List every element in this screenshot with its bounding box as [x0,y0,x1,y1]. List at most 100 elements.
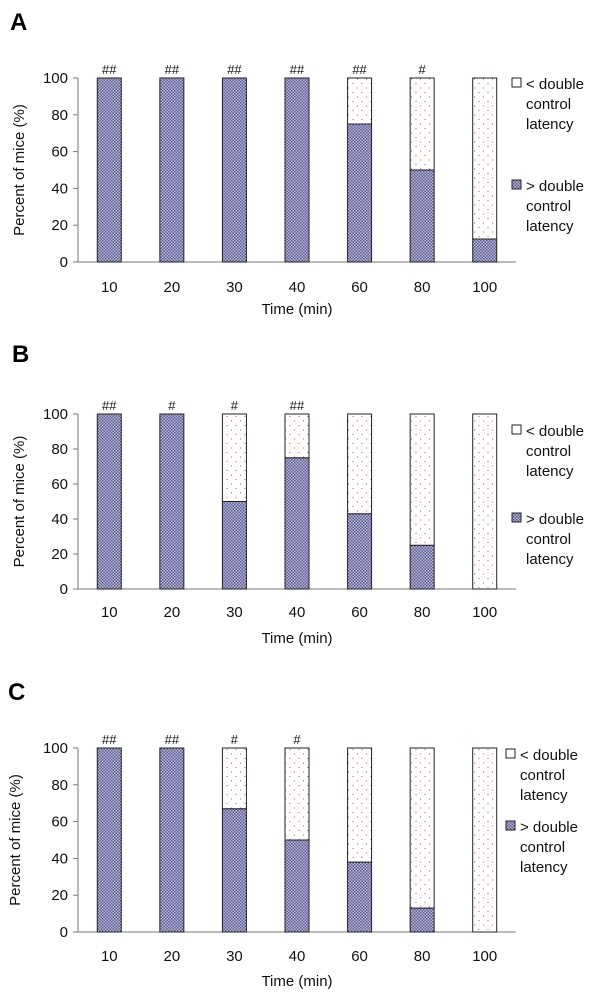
y-tick-label: 100 [43,70,68,87]
significance-label: ## [102,62,117,77]
significance-label: ## [165,62,180,77]
bar-segment-above-double [472,238,498,263]
legend-label: < double [526,423,584,440]
bar-segment-above-double [409,907,435,933]
bar-segment-above-double [284,457,310,590]
bar-segment-below-double [472,413,498,590]
panel-label: B [12,341,29,368]
y-tick-label: 40 [51,180,68,197]
legend-label: latency [526,218,574,235]
x-tick-label: 10 [101,279,118,296]
y-axis-title: Percent of mice (%) [7,774,24,906]
x-tick-label: 20 [164,279,181,296]
panel-label: C [8,679,25,706]
panel-a: A 0 20 40 60 80 100 Percent of mice (%) ## 10 ## 20… [10,9,584,318]
legend-label: latency [520,787,568,804]
bar-segment-above-double [159,413,185,590]
panel-label: A [10,9,27,36]
y-tick-label: 80 [51,441,68,458]
significance-label: # [293,732,301,747]
y-tick-label: 0 [60,924,68,941]
legend-swatch-below-double [511,424,522,435]
significance-label: ## [290,398,305,413]
significance-label: # [168,398,176,413]
bar-segment-below-double [409,747,435,909]
bar-segment-below-double [221,413,247,502]
x-tick-label: 30 [226,279,243,296]
legend-label: control [526,198,571,215]
bar-segment-above-double [284,839,310,933]
bar-segment-above-double [221,77,247,263]
legend-label: < double [526,76,584,93]
x-tick-label: 100 [472,948,497,965]
y-tick-label: 60 [51,814,68,831]
bar-segment-above-double [96,413,122,590]
x-tick-label: 10 [101,604,118,621]
legend-label: control [520,839,565,856]
y-tick-label: 20 [51,546,68,563]
bar-segment-above-double [347,513,373,590]
y-tick-label: 40 [51,511,68,528]
x-tick-label: 100 [472,279,497,296]
x-axis-title: Time (min) [261,630,332,647]
x-tick-label: 30 [226,948,243,965]
legend-swatch-below-double [505,748,516,759]
y-axis-title: Percent of mice (%) [11,104,28,236]
bar-segment-above-double [96,77,122,263]
bar-segment-above-double [284,77,310,263]
x-tick-label: 80 [414,604,431,621]
bar-segment-below-double [284,747,310,841]
y-tick-label: 80 [51,777,68,794]
significance-label: ## [165,732,180,747]
bar-segment-below-double [472,747,498,933]
y-tick-label: 60 [51,476,68,493]
bar-segment-below-double [347,413,373,515]
x-tick-label: 40 [289,604,306,621]
significance-label: ## [352,62,367,77]
x-tick-label: 40 [289,948,306,965]
y-tick-label: 100 [43,406,68,423]
bar-segment-above-double [347,123,373,263]
y-tick-label: 60 [51,144,68,161]
legend-label: control [526,96,571,113]
x-tick-label: 80 [414,948,431,965]
x-tick-label: 60 [351,279,368,296]
x-tick-label: 80 [414,279,431,296]
x-tick-label: 30 [226,604,243,621]
x-tick-label: 100 [472,604,497,621]
x-tick-label: 10 [101,948,118,965]
legend-label: latency [526,116,574,133]
x-tick-label: 40 [289,279,306,296]
legend-swatch-above-double [511,179,522,190]
legend-label: < double [520,747,578,764]
y-tick-label: 0 [60,254,68,271]
legend-label: latency [526,551,574,568]
x-tick-label: 60 [351,604,368,621]
legend-label: > double [526,178,584,195]
significance-label: ## [290,62,305,77]
bar-segment-above-double [96,747,122,933]
bar-segment-above-double [159,77,185,263]
legend-swatch-above-double [505,820,516,831]
significance-label: ## [102,398,117,413]
bar-segment-above-double [221,808,247,933]
significance-label: # [231,398,239,413]
y-tick-label: 20 [51,887,68,904]
panel-b: B 0 20 40 60 80 100 Percent of mice (%) ## 10 #20 #… [11,341,584,647]
legend-swatch-below-double [511,77,522,88]
legend-label: control [520,767,565,784]
legend-label: latency [526,463,574,480]
y-tick-label: 0 [60,581,68,598]
bar-segment-above-double [159,747,185,933]
bar-segment-below-double [284,413,310,459]
legend-swatch-above-double [511,512,522,523]
significance-label: ## [227,62,242,77]
bar-segment-below-double [409,77,435,171]
bar-segment-above-double [221,501,247,590]
significance-label: # [231,732,239,747]
legend-label: > double [526,511,584,528]
bar-segment-below-double [347,747,373,863]
